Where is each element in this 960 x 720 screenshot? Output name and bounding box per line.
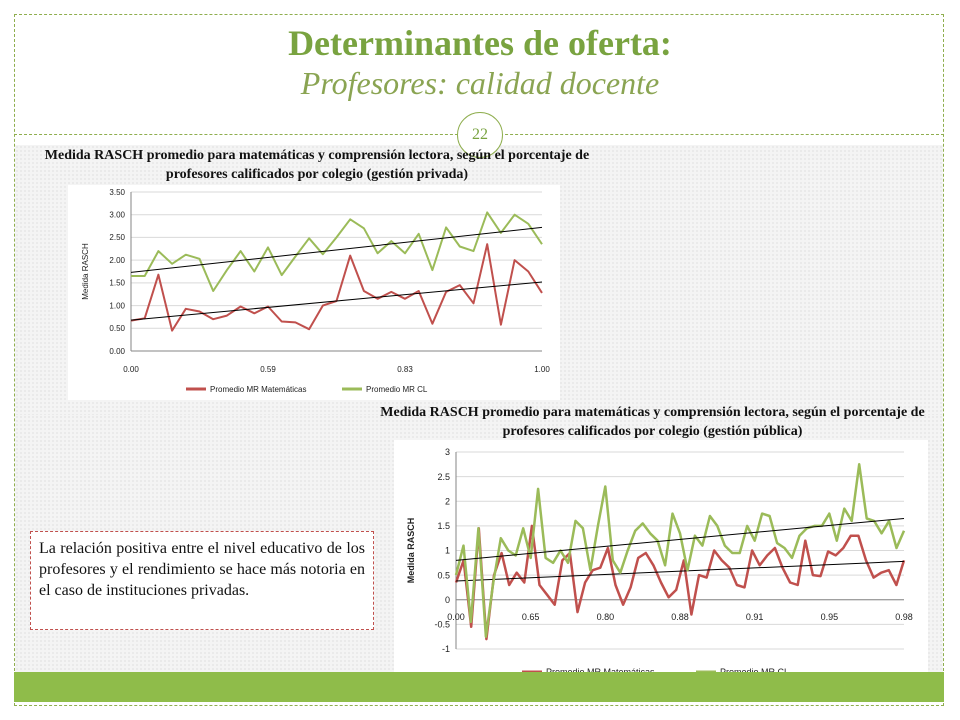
y-tick-label: 0.50 bbox=[109, 324, 125, 333]
slide-title: Determinantes de oferta: bbox=[288, 23, 672, 63]
y-tick-label: 2.5 bbox=[437, 472, 450, 482]
y-tick-label: 0 bbox=[445, 595, 450, 605]
legend-label: Promedio MR Matemáticas bbox=[210, 385, 306, 394]
chart-public-svg: 3 2.5 2 1.5 1 0.5 0 -0.5 -1 0.00 0.65 0.80 0.88 0.91 0… bbox=[406, 447, 913, 677]
x-tick-label: 1.00 bbox=[534, 365, 550, 374]
slide-title-block: Determinantes de oferta: Profesores: cal… bbox=[0, 22, 960, 102]
x-tick-label: 0.98 bbox=[895, 612, 913, 622]
series-line-cl bbox=[454, 463, 906, 638]
y-axis-title: Medida RASCH bbox=[406, 518, 416, 584]
note-textbox: La relación positiva entre el nivel educ… bbox=[30, 531, 374, 630]
y-axis-title: Medida RASCH bbox=[81, 243, 90, 300]
x-tick-label: 0.88 bbox=[671, 612, 689, 622]
x-tick-label: 0.00 bbox=[123, 365, 139, 374]
chart-private: 0.00 0.50 1.00 1.50 2.00 2.50 3.00 3.50 0.00 0.59… bbox=[68, 185, 560, 400]
page-number: 22 bbox=[457, 112, 503, 158]
y-tick-label: 3.00 bbox=[109, 211, 125, 220]
chart-private-svg: 0.00 0.50 1.00 1.50 2.00 2.50 3.00 3.50 0.00 0.59… bbox=[81, 188, 550, 394]
y-tick-label: 1.00 bbox=[109, 301, 125, 310]
chart-title-public: Medida RASCH promedio para matemáticas y… bbox=[380, 405, 925, 439]
trendline-matematicas bbox=[130, 281, 543, 321]
chart-title-private: Medida RASCH promedio para matemáticas y… bbox=[44, 148, 590, 182]
footer-bar bbox=[14, 672, 944, 702]
y-tick-label: 1.5 bbox=[437, 521, 450, 531]
y-tick-label: 2.00 bbox=[109, 256, 125, 265]
x-tick-label: 0.80 bbox=[597, 612, 615, 622]
x-tick-label: 0.65 bbox=[522, 612, 540, 622]
y-tick-label: -1 bbox=[442, 644, 450, 654]
slide-subtitle: Profesores: calidad docente bbox=[300, 65, 660, 101]
x-tick-label: 0.95 bbox=[821, 612, 839, 622]
trendline-cl bbox=[130, 226, 543, 273]
y-tick-label: 1.50 bbox=[109, 279, 125, 288]
legend-label: Promedio MR CL bbox=[366, 385, 428, 394]
x-tick-label: 0.83 bbox=[397, 365, 413, 374]
trendline-matematicas bbox=[455, 560, 905, 582]
trendline-cl bbox=[455, 517, 905, 561]
series-line-matematicas bbox=[454, 524, 906, 641]
y-tick-label: -0.5 bbox=[434, 620, 450, 630]
y-tick-label: 1 bbox=[445, 546, 450, 556]
y-tick-label: 3.50 bbox=[109, 188, 125, 197]
y-tick-label: 0.00 bbox=[109, 347, 125, 356]
y-tick-label: 0.5 bbox=[437, 570, 450, 580]
chart-public: 3 2.5 2 1.5 1 0.5 0 -0.5 -1 0.00 0.65 0.80 0.88 0.91 0… bbox=[394, 440, 928, 685]
y-tick-label: 3 bbox=[445, 447, 450, 457]
y-tick-label: 2 bbox=[445, 496, 450, 506]
y-tick-label: 2.50 bbox=[109, 233, 125, 242]
x-tick-label: 0.59 bbox=[260, 365, 276, 374]
slide-frame bbox=[14, 14, 944, 706]
x-tick-label: 0.91 bbox=[746, 612, 764, 622]
series-line-cl bbox=[131, 211, 543, 292]
x-tick-label: 0.00 bbox=[447, 612, 465, 622]
